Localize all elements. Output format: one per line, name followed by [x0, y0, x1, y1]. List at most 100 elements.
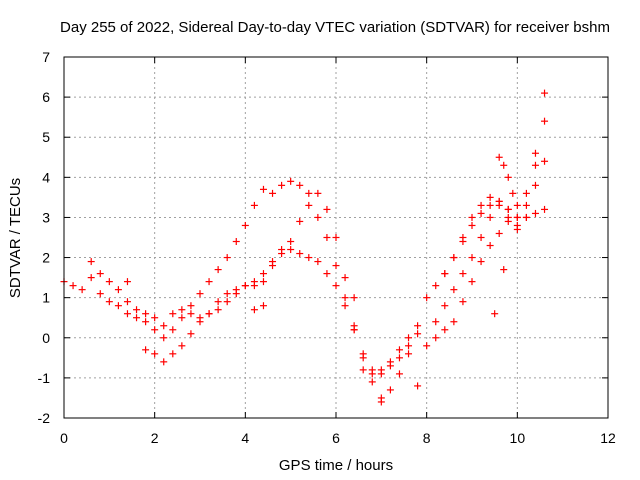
data-point: [531, 209, 539, 217]
data-point: [459, 234, 467, 241]
data-point: [414, 322, 422, 330]
data-point: [522, 201, 530, 209]
data-point: [96, 270, 104, 278]
data-point: [495, 229, 503, 237]
x-tick-label: 12: [600, 430, 616, 446]
data-point: [123, 278, 131, 286]
data-point: [133, 306, 141, 314]
data-point: [223, 254, 231, 262]
data-point: [178, 342, 186, 350]
data-point: [432, 318, 440, 326]
data-point: [459, 270, 467, 278]
data-point: [468, 278, 476, 286]
data-point: [151, 314, 159, 322]
data-point: [332, 282, 340, 290]
data-point: [223, 290, 231, 298]
data-point: [531, 161, 539, 169]
data-point: [500, 161, 508, 169]
data-point: [441, 270, 449, 278]
data-point: [459, 298, 467, 306]
data-point: [477, 258, 485, 266]
y-tick-label: 4: [42, 169, 50, 185]
data-point: [305, 189, 313, 197]
data-point: [414, 330, 422, 338]
data-point: [486, 242, 494, 250]
data-point: [423, 342, 431, 350]
data-point: [468, 254, 476, 262]
data-point: [278, 250, 286, 258]
data-point: [314, 189, 322, 197]
data-point: [541, 117, 549, 125]
data-point: [269, 189, 277, 197]
data-point: [205, 310, 213, 318]
data-point: [477, 209, 485, 217]
series-track-6: [423, 205, 549, 350]
series-track-8: [495, 153, 521, 209]
data-point: [495, 153, 503, 161]
data-point: [386, 386, 394, 394]
data-point: [259, 278, 267, 286]
data-point: [241, 282, 249, 290]
y-tick-label: 2: [42, 250, 50, 266]
data-point: [405, 350, 413, 358]
data-point: [123, 298, 131, 306]
y-tick-label: -1: [38, 370, 51, 386]
data-point: [160, 334, 168, 342]
data-point: [350, 326, 358, 334]
data-point: [96, 290, 104, 298]
data-point: [491, 310, 499, 318]
data-point: [214, 306, 222, 314]
data-point: [509, 189, 517, 197]
data-point: [205, 278, 213, 286]
data-point: [450, 254, 458, 262]
data-point: [142, 346, 150, 354]
data-point: [187, 310, 195, 318]
data-point: [169, 310, 177, 318]
data-point: [69, 282, 77, 290]
data-point: [241, 221, 249, 229]
data-point: [441, 302, 449, 310]
data-point: [541, 157, 549, 165]
data-point: [441, 326, 449, 334]
data-point: [405, 342, 413, 350]
data-point: [522, 189, 530, 197]
data-point: [87, 258, 95, 266]
data-point: [287, 246, 295, 254]
data-point: [386, 362, 394, 370]
data-point: [269, 262, 277, 270]
data-point: [287, 177, 295, 185]
grid-lines: [64, 57, 608, 418]
data-point: [513, 225, 521, 233]
data-point: [450, 318, 458, 326]
data-point: [368, 366, 376, 374]
data-point: [513, 213, 521, 221]
data-point: [160, 358, 168, 366]
data-point: [151, 326, 159, 334]
data-points: [60, 89, 549, 406]
data-point: [486, 193, 494, 201]
x-tick-label: 6: [332, 430, 340, 446]
data-point: [341, 302, 349, 310]
data-point: [232, 286, 240, 294]
data-point: [305, 201, 313, 209]
data-point: [405, 334, 413, 342]
data-point: [114, 286, 122, 294]
data-point: [178, 314, 186, 322]
series-track-3: [142, 246, 422, 378]
data-point: [341, 274, 349, 282]
data-point: [223, 298, 231, 306]
data-point: [214, 298, 222, 306]
data-point: [114, 302, 122, 310]
data-point: [196, 290, 204, 298]
data-point: [151, 350, 159, 358]
data-point: [133, 314, 141, 322]
series-track-7: [441, 157, 549, 278]
data-point: [323, 234, 331, 241]
series-track-5: [432, 117, 549, 326]
data-point: [250, 278, 258, 286]
data-point: [169, 350, 177, 358]
data-point: [105, 298, 113, 306]
